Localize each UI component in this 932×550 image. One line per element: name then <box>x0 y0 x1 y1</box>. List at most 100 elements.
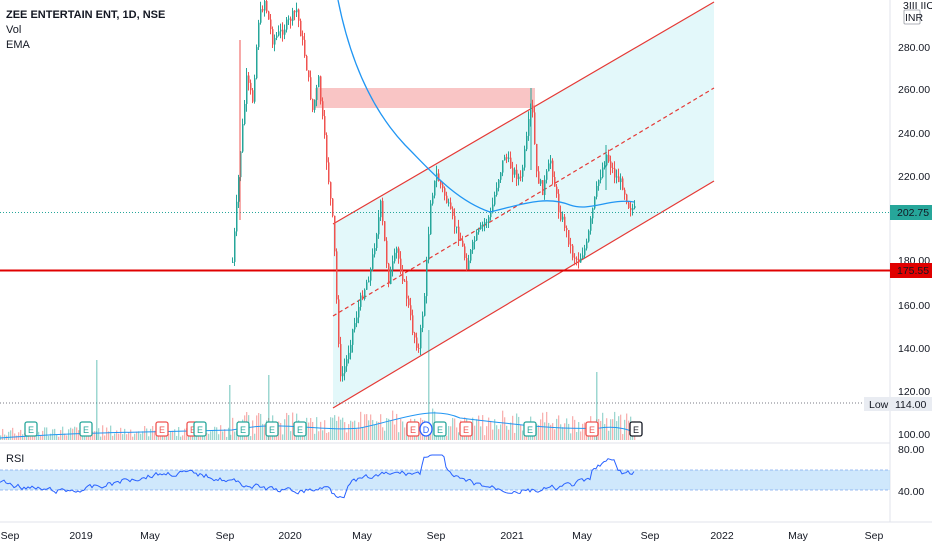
volume-bar <box>18 432 20 440</box>
earnings-marker[interactable]: E <box>459 421 473 437</box>
volume-bar <box>334 415 336 440</box>
candle-body <box>338 299 340 345</box>
svg-text:E: E <box>589 425 595 435</box>
candle-body <box>532 105 534 113</box>
earnings-marker[interactable]: E <box>236 421 250 437</box>
volume-bar <box>584 422 586 440</box>
candle-body <box>538 171 540 184</box>
candle-body <box>512 168 514 175</box>
svg-text:E: E <box>269 425 275 435</box>
volume-bar <box>58 436 60 440</box>
candle-body <box>354 323 356 330</box>
volume-spike <box>229 385 231 440</box>
time-tick-label: 2019 <box>69 530 93 542</box>
volume-bar <box>382 427 384 440</box>
candle-body <box>506 157 508 159</box>
candle-body <box>522 167 524 177</box>
volume-bar <box>356 428 358 440</box>
time-tick-label: May <box>140 530 161 542</box>
volume-bar <box>28 434 30 440</box>
candle-body <box>610 161 612 168</box>
volume-bar <box>48 435 50 440</box>
candle-body <box>270 19 272 30</box>
volume-bar <box>346 432 348 440</box>
earnings-marker[interactable]: E <box>79 421 93 437</box>
volume-bar <box>40 434 42 440</box>
volume-bar <box>350 420 352 440</box>
candle-body <box>438 173 440 182</box>
candle-body <box>410 305 412 316</box>
volume-bar <box>182 435 184 440</box>
candle-body <box>372 254 374 269</box>
volume-bar <box>314 433 316 440</box>
volume-bar <box>20 429 22 440</box>
volume-spike <box>428 330 430 440</box>
volume-bar <box>280 422 282 440</box>
candle-body <box>302 36 304 40</box>
candle-body <box>476 232 478 241</box>
candle-body <box>434 180 436 196</box>
volume-bar <box>78 430 80 440</box>
earnings-marker[interactable]: E <box>406 421 420 437</box>
candle-body <box>612 167 614 169</box>
volume-bar <box>488 417 490 440</box>
earnings-marker[interactable]: E <box>585 421 599 437</box>
svg-text:E: E <box>28 425 34 435</box>
candle-body <box>350 344 352 353</box>
volume-spike <box>268 375 270 440</box>
volume-bar <box>218 434 220 440</box>
volume-bar <box>606 418 608 440</box>
currency-box <box>903 9 921 25</box>
volume-bar <box>550 424 552 440</box>
volume-bar <box>378 422 380 440</box>
candle-body <box>378 217 380 235</box>
current-price-tag <box>890 205 932 220</box>
earnings-marker[interactable]: E <box>293 421 307 437</box>
volume-bar <box>432 408 434 440</box>
volume-bar <box>12 427 14 440</box>
candle-body <box>604 165 606 168</box>
earnings-marker[interactable]: E <box>629 421 643 437</box>
time-tick-label: Sep <box>216 530 235 542</box>
current-price-label: 202.75 <box>897 207 929 219</box>
earnings-marker[interactable]: E <box>24 421 38 437</box>
earnings-marker[interactable]: E <box>155 421 169 437</box>
candle-body <box>264 1 266 11</box>
candle-body <box>482 224 484 226</box>
rsi-label: RSI <box>6 453 25 465</box>
candle-body <box>370 268 372 281</box>
candle-body <box>412 315 414 333</box>
candle-body <box>292 10 294 21</box>
candle-body <box>334 215 336 252</box>
earnings-marker[interactable]: E <box>433 421 447 437</box>
volume-bar <box>348 424 350 440</box>
candle-body <box>240 151 242 178</box>
candle-body <box>386 240 388 264</box>
volume-spike <box>96 360 98 440</box>
earnings-marker[interactable]: E <box>265 421 279 437</box>
volume-bar <box>320 421 322 440</box>
volume-bar <box>522 430 524 440</box>
earnings-marker[interactable]: E <box>523 421 537 437</box>
earnings-marker[interactable]: E <box>193 421 207 437</box>
currency-label: INR <box>905 12 924 24</box>
candle-body <box>542 180 544 195</box>
candle-body <box>374 248 376 255</box>
candle-body <box>462 240 464 247</box>
earnings-marker[interactable]: D <box>419 421 433 437</box>
svg-text:E: E <box>190 425 196 435</box>
volume-bar <box>106 427 108 440</box>
candle-body <box>632 208 634 211</box>
candle-body <box>262 9 264 11</box>
candle-body <box>508 157 510 159</box>
volume-bar <box>448 426 450 440</box>
volume-bar <box>50 433 52 440</box>
candle-body <box>250 82 252 91</box>
candle-body <box>276 35 278 38</box>
volume-bar <box>372 420 374 440</box>
time-tick-label: Sep <box>427 530 446 542</box>
support-price-tag <box>890 263 932 278</box>
volume-bar <box>112 435 114 440</box>
candle-body <box>324 116 326 136</box>
